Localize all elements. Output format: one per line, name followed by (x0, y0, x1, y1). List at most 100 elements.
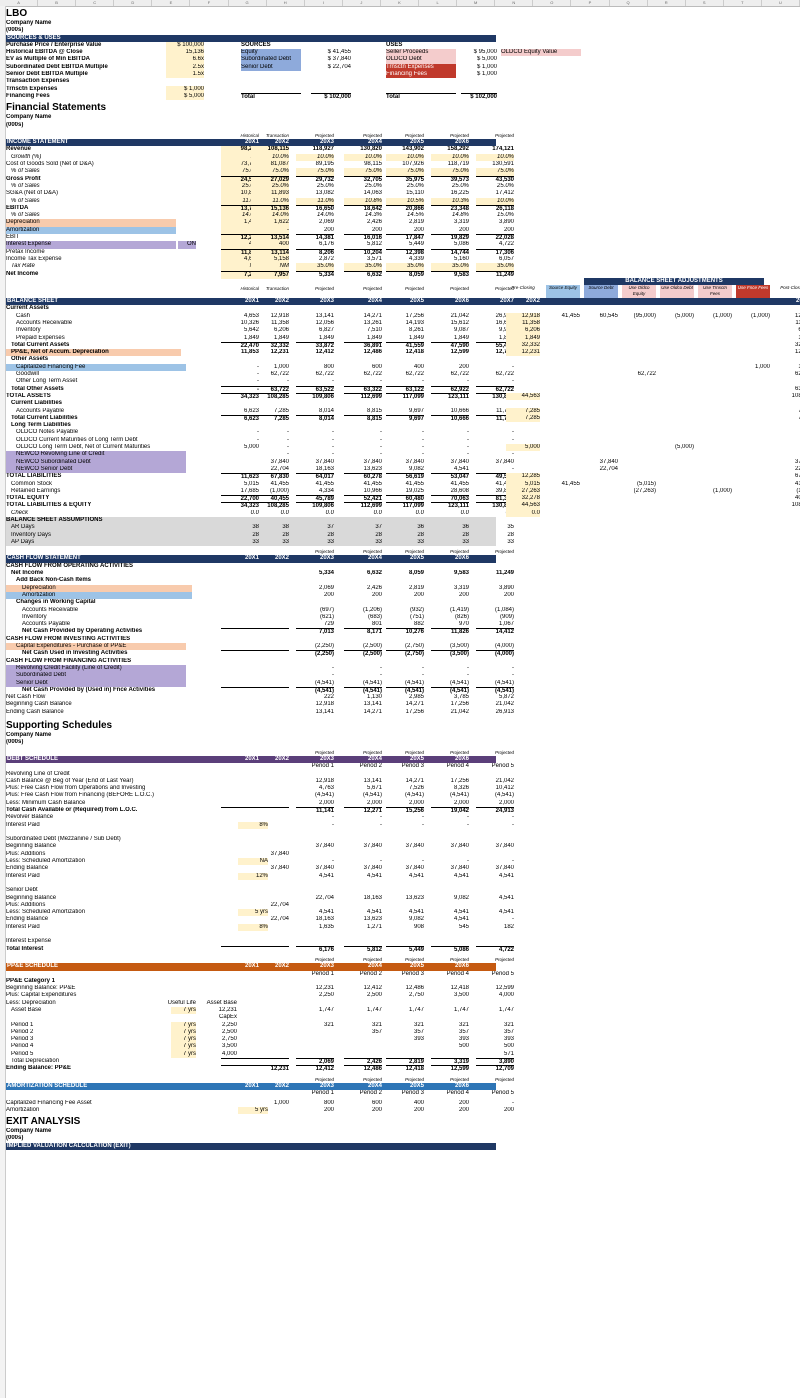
bs-adjustment-cell[interactable] (736, 378, 770, 385)
bs-adjustment-cell[interactable] (584, 415, 618, 422)
value-cell[interactable] (431, 356, 469, 363)
value-cell[interactable]: 5,086 (453, 241, 469, 248)
value-cell[interactable]: 33 (507, 538, 514, 545)
value-cell[interactable]: 5,812 (366, 241, 382, 248)
value-cell[interactable]: 1,849 (318, 334, 334, 341)
value-cell[interactable]: - (512, 436, 514, 443)
bs-adjustment-cell[interactable] (698, 466, 732, 473)
value-cell[interactable]: 10,276 (386, 628, 424, 636)
bs-adjustment-cell[interactable] (546, 444, 580, 451)
value-cell[interactable] (251, 570, 289, 577)
value-cell[interactable] (431, 902, 469, 909)
column-letter[interactable]: R (648, 0, 686, 6)
value-cell[interactable]: (4,541) (296, 686, 334, 695)
value-cell[interactable] (251, 686, 289, 695)
value-cell[interactable]: 37,840 (405, 843, 424, 850)
bs-adjustment-cell[interactable] (506, 422, 540, 429)
value-cell[interactable]: 8,171 (344, 628, 382, 636)
value-cell[interactable]: 64,017 (296, 473, 334, 481)
value-cell[interactable]: 10.8% (344, 197, 382, 205)
value-cell[interactable]: 17,256 (405, 708, 424, 715)
bs-adjustment-cell[interactable] (506, 386, 540, 393)
value-cell[interactable]: 21,042 (450, 708, 469, 715)
value-cell[interactable]: 17,412 (495, 190, 514, 197)
value-cell[interactable]: - (257, 429, 259, 436)
value-cell[interactable]: 32,332 (251, 341, 289, 350)
value-cell[interactable]: - (467, 858, 469, 865)
value-cell[interactable] (251, 672, 289, 679)
value-cell[interactable]: 36 (462, 524, 469, 531)
bs-adjustment-cell[interactable] (698, 371, 732, 378)
bs-adjustment-cell[interactable]: 32,278 (506, 495, 540, 503)
value-cell[interactable]: 4,541 (453, 916, 469, 923)
bs-adjustment-cell[interactable] (736, 422, 770, 429)
value-cell[interactable]: 38 (282, 524, 289, 531)
bs-adjustment-cell[interactable] (660, 488, 694, 495)
value-cell[interactable]: 6,057 (498, 255, 514, 262)
value-cell[interactable] (431, 563, 469, 570)
value-cell[interactable]: 41,455 (450, 480, 469, 487)
value-cell[interactable]: - (422, 814, 424, 821)
bs-adjustment-cell[interactable]: 63,72 (794, 385, 800, 392)
value-cell[interactable]: 15,612 (450, 319, 469, 326)
bs-adjustment-cell[interactable] (584, 386, 618, 393)
value-cell[interactable]: 800 (323, 363, 334, 370)
value-cell[interactable]: 37,840 (495, 458, 514, 465)
value-cell[interactable]: - (422, 672, 424, 679)
value-cell[interactable]: 3,319 (431, 1058, 469, 1066)
bs-adjustment-cell[interactable] (698, 437, 732, 444)
value-cell[interactable] (251, 785, 289, 792)
value-cell[interactable]: 11.0% (296, 197, 334, 205)
value-cell[interactable] (251, 792, 289, 799)
bs-adjustment-cell[interactable] (584, 488, 618, 495)
value-cell[interactable]: 22,704 (270, 916, 289, 923)
value-cell[interactable] (296, 1036, 334, 1043)
value-cell[interactable] (251, 400, 289, 407)
bs-adjustment-cell[interactable] (660, 510, 694, 517)
bs-adjustment-cell[interactable] (698, 386, 732, 393)
sources-total[interactable]: $ 102,000 (311, 92, 351, 101)
value-cell[interactable]: (1,084) (494, 606, 514, 613)
value-cell[interactable]: 62,722 (363, 371, 382, 378)
value-cell[interactable]: 1,849 (408, 334, 424, 341)
value-cell[interactable]: 5,158 (251, 255, 289, 264)
bs-adjustment-cell[interactable]: 7,28 (776, 415, 800, 422)
value-cell[interactable] (251, 1043, 289, 1050)
value-cell[interactable] (344, 829, 382, 836)
capex-value[interactable]: 2,750 (221, 1036, 237, 1043)
value-cell[interactable]: 0.0 (460, 509, 469, 516)
bs-adjustment-cell[interactable] (622, 459, 656, 466)
value-cell[interactable] (251, 806, 289, 815)
capex-value[interactable]: 4,000 (221, 1050, 237, 1057)
source-value[interactable]: $ 37,840 (327, 56, 351, 63)
value-cell[interactable]: 41,455 (405, 480, 424, 487)
value-cell[interactable]: 14.0% (251, 212, 289, 220)
bs-adjustment-cell[interactable] (546, 466, 580, 473)
value-cell[interactable] (251, 895, 289, 902)
value-cell[interactable]: 400 (413, 1099, 424, 1106)
value-cell[interactable] (251, 592, 289, 599)
value-cell[interactable] (296, 305, 334, 312)
value-cell[interactable]: 9,583 (453, 570, 469, 577)
value-cell[interactable]: 6,206 (273, 327, 289, 334)
bs-adjustment-cell[interactable] (736, 400, 770, 407)
value-cell[interactable] (251, 814, 289, 821)
value-cell[interactable]: 4,541 (318, 909, 334, 916)
value-cell[interactable] (296, 599, 334, 606)
value-cell[interactable]: 1,849 (243, 334, 259, 341)
useful-life-input[interactable]: 7 yrs (171, 1036, 196, 1044)
use-value[interactable]: $ 5,000 (476, 56, 497, 63)
value-cell[interactable]: 970 (458, 621, 469, 628)
value-cell[interactable] (251, 1007, 289, 1014)
value-cell[interactable]: 200 (503, 1106, 514, 1113)
value-cell[interactable]: 1,849 (366, 334, 382, 341)
value-cell[interactable]: - (257, 436, 259, 443)
value-cell[interactable]: 21,042 (450, 312, 469, 319)
value-cell[interactable]: 37,840 (495, 843, 514, 850)
value-cell[interactable] (251, 992, 289, 999)
assumption-input[interactable]: 5 yrs (238, 909, 268, 917)
column-letter[interactable]: J (343, 0, 381, 6)
bs-adjustment-cell[interactable] (584, 444, 618, 451)
value-cell[interactable]: - (257, 371, 259, 378)
value-cell[interactable] (296, 836, 334, 843)
